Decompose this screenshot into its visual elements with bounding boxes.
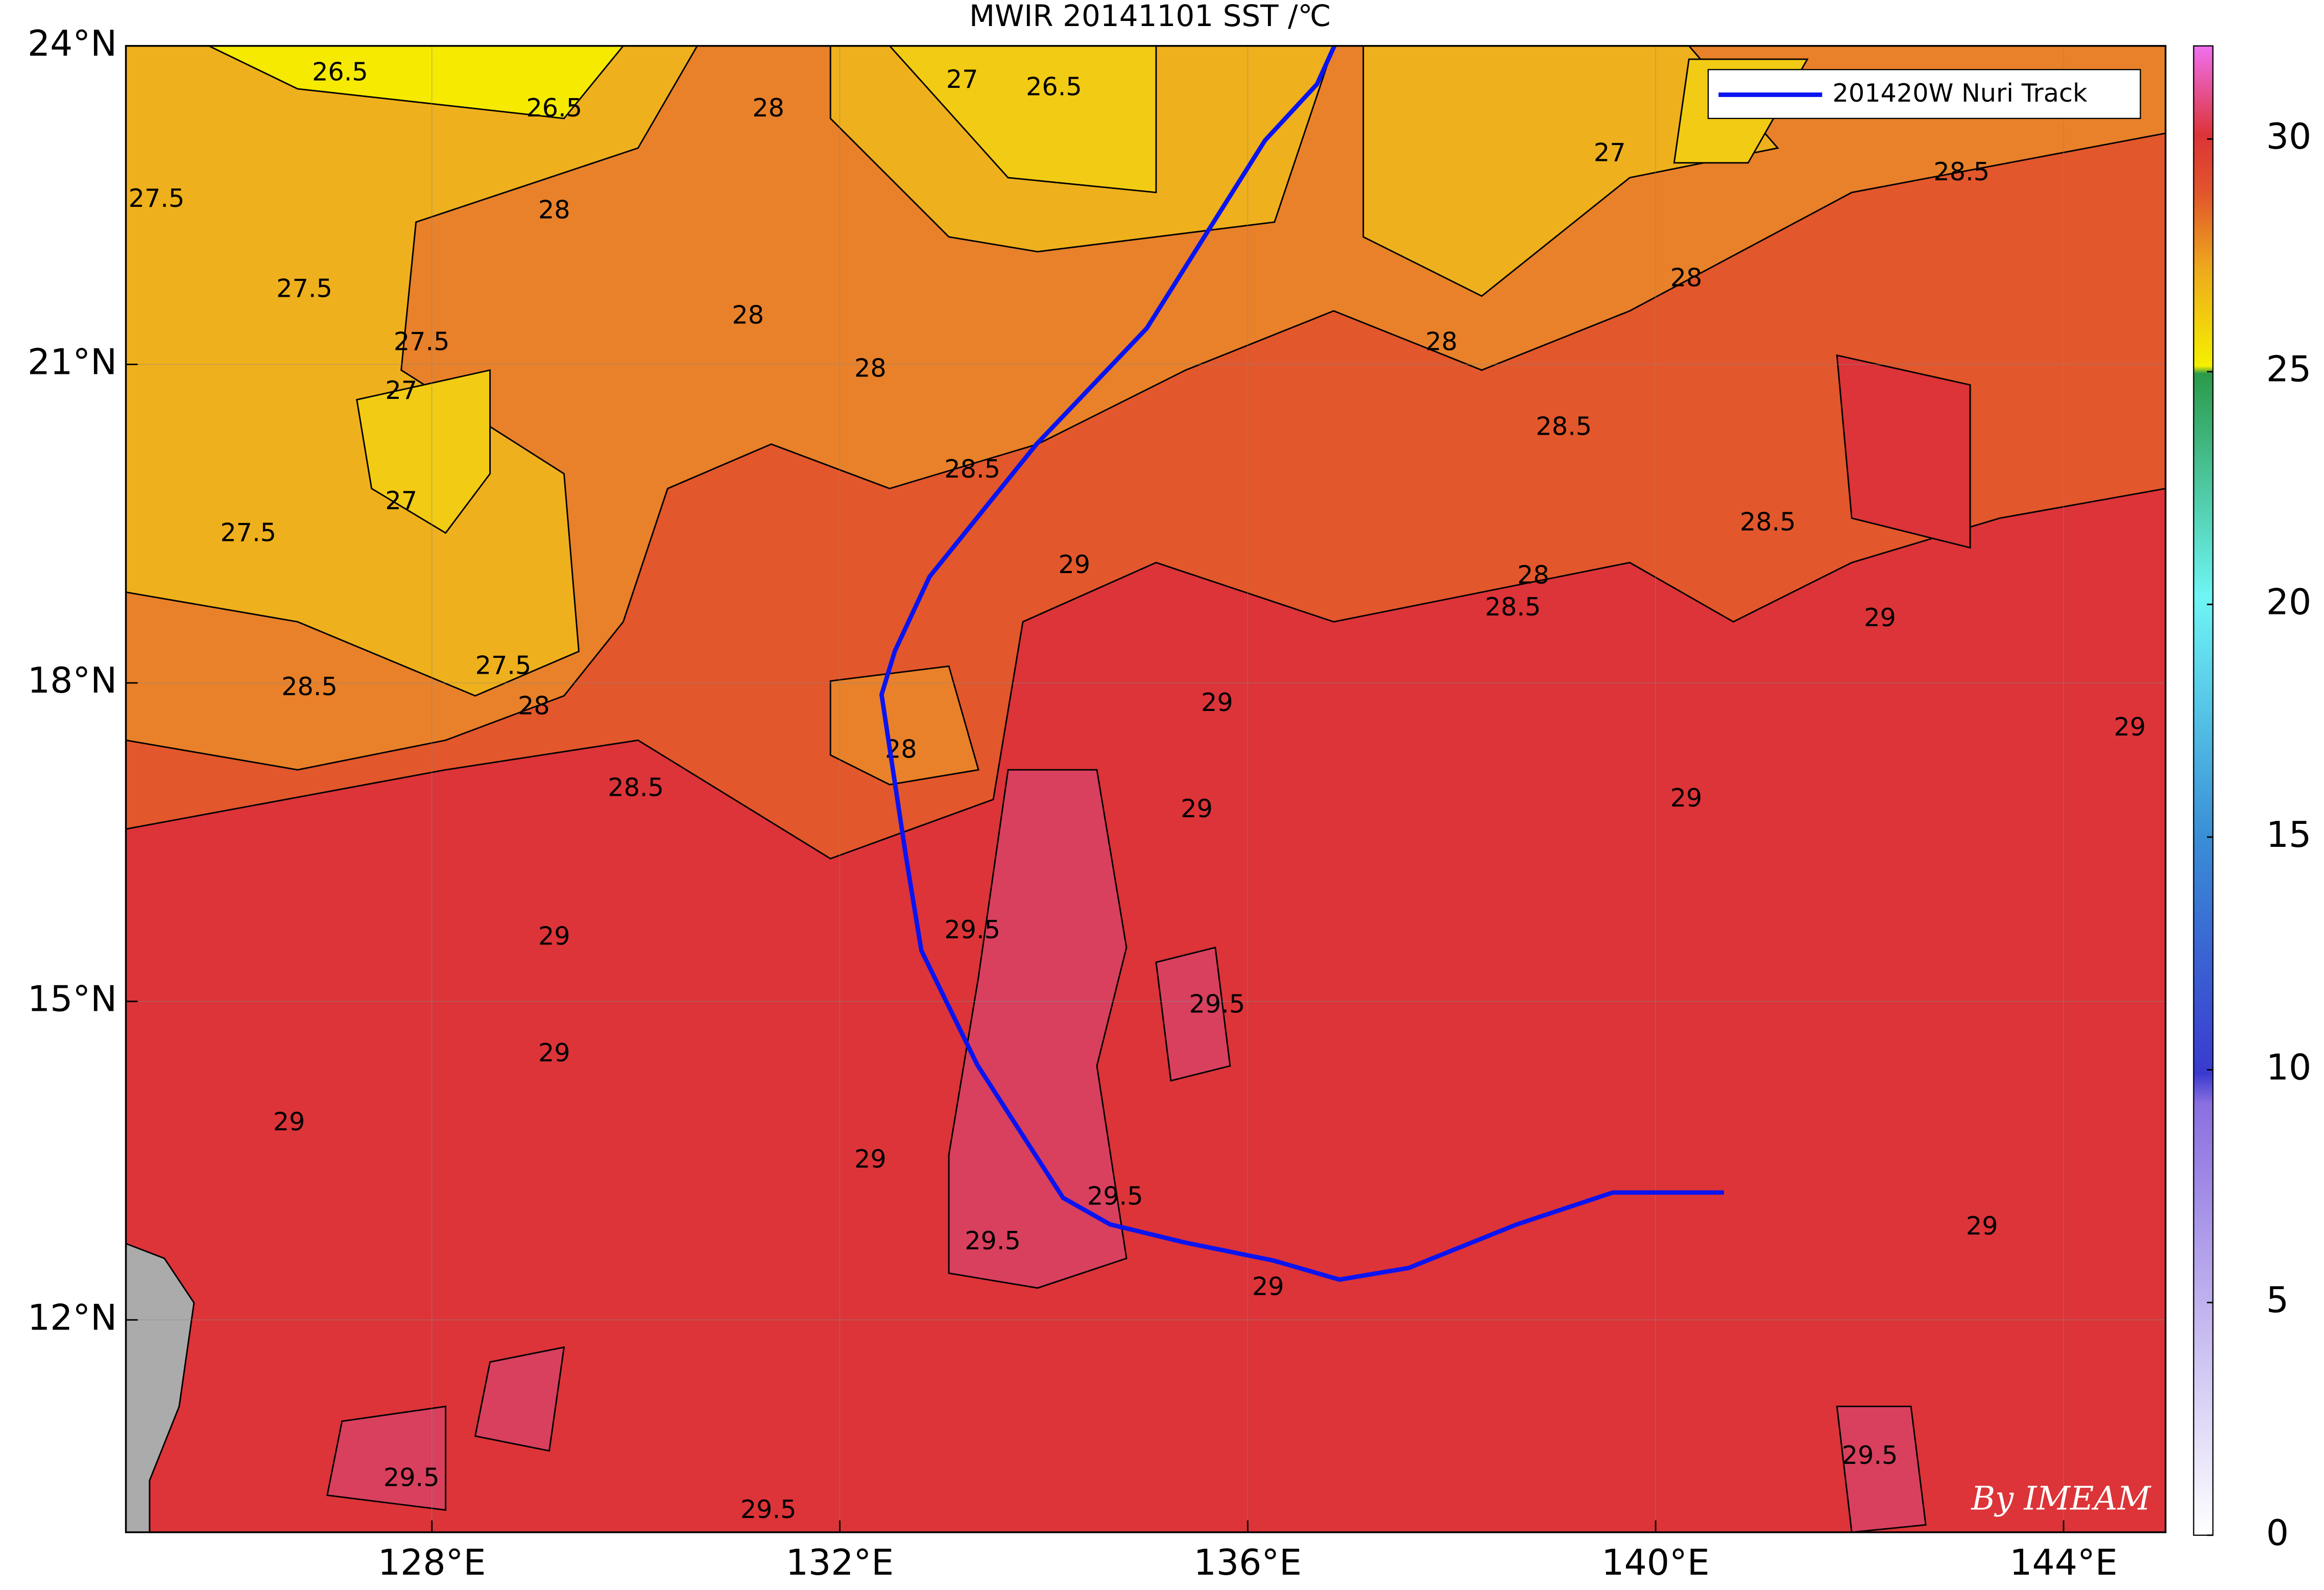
contour-label: 29.5 bbox=[965, 1226, 1021, 1255]
contour-label: 27 bbox=[1594, 137, 1626, 167]
contour-label: 28 bbox=[518, 691, 550, 720]
contour-label: 28.5 bbox=[1485, 592, 1541, 622]
contour-label: 27.5 bbox=[220, 518, 276, 548]
sst-region bbox=[1155, 946, 1231, 1082]
contour-label: 29 bbox=[538, 921, 570, 951]
chart-title: MWIR 20141101 SST /℃ bbox=[969, 0, 1331, 33]
colorbar bbox=[2193, 45, 2214, 1536]
y-tick-label: 18°N bbox=[28, 660, 117, 701]
contour-label: 29 bbox=[2114, 712, 2146, 742]
contour-label: 27.5 bbox=[394, 326, 450, 356]
x-tick-label: 128°E bbox=[378, 1542, 486, 1583]
contour-label: 28 bbox=[1670, 263, 1703, 293]
contour-label: 28 bbox=[732, 300, 764, 329]
contour-label: 28.5 bbox=[1933, 157, 1990, 186]
legend-label: 201420W Nuri Track bbox=[1833, 78, 2088, 108]
contour-label: 29 bbox=[1670, 783, 1703, 813]
contour-label: 29 bbox=[1201, 687, 1233, 717]
y-tick-label: 12°N bbox=[28, 1297, 117, 1338]
y-tick-label: 24°N bbox=[28, 23, 117, 64]
contour-label: 28 bbox=[1425, 326, 1457, 356]
contour-label: 29 bbox=[1058, 550, 1090, 579]
contour-label: 28.5 bbox=[1536, 412, 1592, 441]
contour-label: 27.5 bbox=[475, 650, 532, 680]
y-tick-label: 15°N bbox=[28, 979, 117, 1020]
contour-label: 28 bbox=[854, 353, 887, 383]
contour-label: 29.5 bbox=[1087, 1181, 1143, 1211]
contour-label: 26.5 bbox=[312, 57, 368, 86]
contour-label: 29 bbox=[1864, 603, 1896, 632]
y-tick-label: 21°N bbox=[28, 341, 117, 383]
colorbar-tick-label: 30 bbox=[2266, 116, 2312, 157]
contour-label: 26.5 bbox=[1026, 72, 1082, 101]
sst-region bbox=[326, 1405, 447, 1511]
sst-region bbox=[948, 769, 1128, 1289]
x-tick-label: 144°E bbox=[2009, 1542, 2117, 1583]
colorbar-tick-label: 25 bbox=[2266, 349, 2312, 390]
contour-label: 28.5 bbox=[944, 454, 1000, 484]
contour-label: 29 bbox=[1181, 794, 1213, 823]
sst-region bbox=[1362, 45, 1780, 297]
land bbox=[126, 1243, 195, 1532]
contour-label: 27.5 bbox=[276, 273, 332, 303]
sst-region bbox=[474, 1346, 565, 1452]
colorbar-tick-label: 5 bbox=[2266, 1279, 2289, 1321]
contour-label: 28.5 bbox=[608, 772, 664, 802]
sst-region bbox=[208, 45, 625, 120]
contour-label: 29 bbox=[1252, 1271, 1284, 1301]
contour-label: 29.5 bbox=[740, 1494, 797, 1524]
contour-label: 27 bbox=[385, 375, 417, 405]
x-tick-label: 132°E bbox=[786, 1542, 894, 1583]
sst-region bbox=[889, 45, 1157, 194]
contour-label: 29 bbox=[1966, 1211, 1998, 1241]
contour-label: 29 bbox=[538, 1038, 570, 1067]
contour-label: 26.5 bbox=[526, 93, 582, 123]
watermark: By IMEAM bbox=[1971, 1480, 2151, 1518]
contour-label: 27.5 bbox=[129, 183, 185, 213]
contour-label: 29 bbox=[854, 1144, 887, 1174]
track-line bbox=[879, 45, 1724, 1282]
sst-region bbox=[1836, 1406, 1927, 1532]
contour-label: 28 bbox=[538, 195, 570, 225]
colorbar-tick-label: 20 bbox=[2266, 581, 2312, 623]
contour-label: 28 bbox=[752, 93, 784, 123]
plot-frame bbox=[125, 45, 2167, 1533]
colorbar-tick-label: 15 bbox=[2266, 814, 2312, 856]
contour-label: 28.5 bbox=[1740, 507, 1796, 537]
contour-label: 29.5 bbox=[1842, 1440, 1898, 1470]
contour-label: 28 bbox=[1517, 560, 1549, 590]
sst-region bbox=[1836, 354, 1971, 549]
contour-label: 27 bbox=[385, 486, 417, 515]
sst-region bbox=[126, 45, 699, 697]
sst-region bbox=[356, 369, 491, 534]
colorbar-tick-label: 0 bbox=[2266, 1512, 2289, 1554]
x-tick-label: 136°E bbox=[1194, 1542, 1302, 1583]
contour-label: 28.5 bbox=[281, 672, 338, 701]
contour-label: 29.5 bbox=[944, 915, 1000, 944]
sst-region bbox=[829, 665, 979, 786]
legend: 201420W Nuri Track bbox=[1707, 69, 2141, 120]
colorbar-tick-label: 10 bbox=[2266, 1047, 2312, 1088]
contour-label: 29.5 bbox=[384, 1463, 440, 1492]
x-tick-label: 140°E bbox=[1601, 1542, 1709, 1583]
contour-label: 27 bbox=[946, 64, 978, 94]
contour-label: 29.5 bbox=[1189, 989, 1245, 1018]
contour-label: 29 bbox=[273, 1107, 305, 1136]
sst-field bbox=[126, 45, 2166, 1532]
